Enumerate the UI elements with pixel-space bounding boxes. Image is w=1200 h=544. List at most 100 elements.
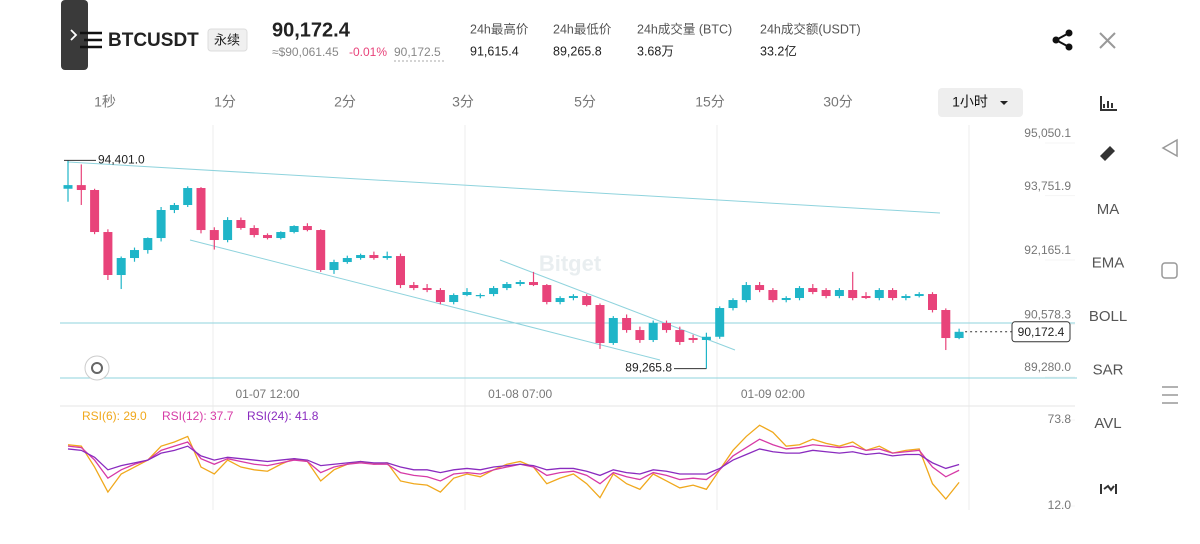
stat-label: 24h成交量 (BTC) bbox=[637, 21, 732, 36]
interval-tab[interactable]: 1分 bbox=[214, 94, 236, 110]
stat-label: 24h最低价 bbox=[553, 22, 612, 36]
candle-body bbox=[289, 226, 299, 233]
candle-body bbox=[928, 294, 937, 311]
rsi-legend: RSI(6): 29.0 bbox=[82, 409, 147, 423]
candle-body bbox=[662, 323, 671, 331]
rsi-tick-label: 73.8 bbox=[1048, 412, 1072, 426]
candle-body bbox=[116, 258, 126, 276]
rsi-line bbox=[67, 438, 960, 485]
candle-body bbox=[342, 258, 352, 263]
candle-body bbox=[555, 298, 565, 303]
interval-tab[interactable]: 15分 bbox=[695, 94, 725, 110]
indicator-tab[interactable]: MA bbox=[1097, 201, 1120, 218]
candle-body bbox=[529, 282, 538, 286]
indicator-tab[interactable]: SAR bbox=[1093, 361, 1124, 378]
y-tick-label: 92,165.1 bbox=[1024, 243, 1071, 257]
interval-tab[interactable]: 1秒 bbox=[94, 94, 116, 110]
candle-body bbox=[103, 232, 113, 276]
share-icon[interactable] bbox=[1052, 29, 1073, 51]
candle-body bbox=[462, 292, 472, 296]
interval-tab[interactable]: 3分 bbox=[452, 94, 474, 110]
candle-body bbox=[396, 256, 405, 286]
y-tick-label: 95,050.1 bbox=[1024, 126, 1071, 140]
change: -0.01% bbox=[349, 45, 387, 59]
indicator-tab[interactable]: BOLL bbox=[1089, 308, 1127, 325]
candle-body bbox=[701, 336, 711, 341]
indicator-tab[interactable]: EMA bbox=[1092, 254, 1125, 271]
rsi-line bbox=[67, 424, 960, 501]
expand-icon bbox=[70, 29, 78, 41]
candle-body bbox=[728, 300, 738, 309]
interval-tab[interactable]: 2分 bbox=[334, 94, 356, 110]
candle-body bbox=[329, 262, 339, 271]
rsi-legend: RSI(24): 41.8 bbox=[247, 409, 319, 423]
watermark: Bitget bbox=[539, 251, 602, 276]
nav-home[interactable] bbox=[1161, 262, 1178, 279]
side-tab[interactable] bbox=[61, 0, 88, 70]
rsi-legend: RSI(12): 37.7 bbox=[162, 409, 234, 423]
candle-body bbox=[582, 296, 592, 306]
stat-value: 3.68万 bbox=[637, 44, 674, 58]
candle-body bbox=[382, 256, 392, 259]
trend-line bbox=[189, 239, 661, 361]
symbol[interactable]: BTCUSDT bbox=[108, 30, 199, 51]
candle-body bbox=[196, 188, 206, 231]
candle-body bbox=[249, 228, 259, 236]
reset-icon[interactable] bbox=[84, 355, 110, 381]
price: 90,172.4 bbox=[272, 19, 351, 41]
candle-body bbox=[236, 220, 246, 229]
candle-body bbox=[568, 296, 578, 299]
candle-body bbox=[861, 296, 871, 299]
interval-tab[interactable]: 30分 bbox=[823, 94, 853, 110]
stat-label: 24h最高价 bbox=[470, 21, 529, 36]
candle-body bbox=[675, 330, 685, 343]
interval-tab[interactable]: 5分 bbox=[574, 94, 596, 110]
interval-tab[interactable]: 1小时 bbox=[952, 94, 988, 110]
candle-body bbox=[914, 294, 924, 297]
candle-body bbox=[489, 288, 499, 295]
menu-icon[interactable] bbox=[80, 31, 102, 49]
x-tick-label: 01-08 07:00 bbox=[488, 387, 552, 401]
mark-price: 90,172.5 bbox=[394, 45, 441, 59]
candle-body bbox=[595, 305, 605, 344]
candle-body bbox=[848, 290, 858, 299]
candle-body bbox=[435, 290, 445, 303]
last-price-label: 90,172.4 bbox=[1018, 325, 1065, 339]
candle-body bbox=[755, 285, 765, 291]
layout-icon[interactable] bbox=[1100, 484, 1117, 494]
candle-body bbox=[276, 232, 286, 239]
nav-back[interactable] bbox=[1161, 138, 1178, 158]
close-icon[interactable] bbox=[1099, 32, 1116, 49]
candle-body bbox=[888, 290, 898, 299]
high-label: 94,401.0 bbox=[98, 152, 145, 166]
x-tick-label: 01-07 12:00 bbox=[235, 387, 299, 401]
candle-body bbox=[156, 210, 166, 239]
candle-body bbox=[130, 250, 139, 259]
candle-body bbox=[808, 288, 818, 293]
y-tick-label: 90,578.3 bbox=[1024, 308, 1071, 322]
indicator-tab[interactable]: AVL bbox=[1094, 415, 1121, 432]
candle-body bbox=[608, 317, 618, 344]
candle-body bbox=[741, 285, 751, 301]
candle-body bbox=[449, 295, 459, 303]
low-label: 89,265.8 bbox=[625, 361, 672, 375]
dropdown-icon bbox=[1000, 101, 1008, 105]
candle-body bbox=[223, 220, 233, 241]
x-tick-label: 01-09 02:00 bbox=[741, 387, 805, 401]
indicator-icon[interactable] bbox=[1100, 96, 1117, 111]
candle-body bbox=[143, 238, 153, 251]
candle-body bbox=[263, 235, 272, 239]
candle-body bbox=[795, 288, 804, 299]
candle-body bbox=[821, 290, 831, 297]
candle-body bbox=[515, 282, 525, 285]
candle-body bbox=[941, 310, 951, 339]
stat-value: 89,265.8 bbox=[553, 44, 602, 58]
candle-body bbox=[635, 330, 645, 341]
nav-recent[interactable] bbox=[1162, 386, 1178, 404]
candle-body bbox=[781, 298, 791, 301]
y-tick-label: 89,280.0 bbox=[1024, 360, 1071, 374]
stat-value: 33.2亿 bbox=[760, 43, 797, 58]
draw-icon[interactable] bbox=[1100, 146, 1115, 161]
candle-body bbox=[954, 331, 964, 339]
